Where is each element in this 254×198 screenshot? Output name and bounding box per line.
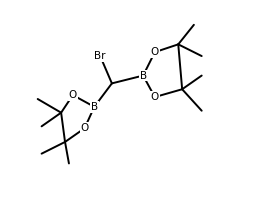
Text: O: O	[150, 47, 158, 57]
Text: O: O	[80, 123, 88, 133]
Text: B: B	[90, 102, 98, 112]
Text: O: O	[68, 90, 77, 100]
Text: Br: Br	[94, 51, 105, 61]
Text: O: O	[150, 92, 158, 102]
Text: B: B	[139, 70, 146, 81]
